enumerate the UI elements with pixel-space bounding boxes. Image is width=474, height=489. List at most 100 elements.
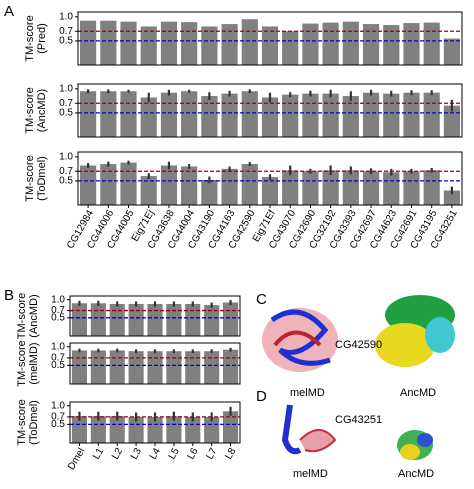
bar xyxy=(160,21,178,65)
bar xyxy=(185,304,201,336)
bar xyxy=(221,168,238,205)
bar xyxy=(223,349,239,384)
y-axis-label: TM-score xyxy=(16,340,28,386)
y-tick-label: 0.7 xyxy=(51,353,65,364)
x-tick-label: L7 xyxy=(204,446,219,462)
bar xyxy=(261,97,279,137)
bar xyxy=(362,24,380,65)
y-tick-label: 1.0 xyxy=(51,400,65,411)
bar xyxy=(140,26,157,66)
bar xyxy=(201,96,218,137)
protein-name: CG42590 xyxy=(335,339,382,351)
bar xyxy=(185,351,201,384)
panel-label: B xyxy=(4,287,14,304)
bar xyxy=(80,165,97,205)
x-tick-label: Dmel xyxy=(66,446,87,472)
bar xyxy=(204,416,220,443)
bar xyxy=(185,416,201,443)
y-tick-label: 0.5 xyxy=(59,108,73,119)
bar xyxy=(241,164,258,205)
bar xyxy=(80,20,97,65)
bar xyxy=(282,31,299,65)
protein-c-mel xyxy=(262,308,338,372)
bar xyxy=(181,91,198,137)
bar xyxy=(383,93,400,137)
bar xyxy=(160,165,178,205)
bar xyxy=(403,92,420,137)
protein-d-anc xyxy=(397,430,433,460)
bar xyxy=(302,23,319,65)
y-tick-label: 0.5 xyxy=(51,419,65,430)
bar xyxy=(100,91,117,137)
y-axis-label: TM-score xyxy=(24,15,36,61)
y-tick-label: 0.7 xyxy=(59,26,73,37)
y-tick-label: 0.5 xyxy=(51,360,65,371)
panel-label: C xyxy=(256,291,267,308)
bar xyxy=(140,176,157,205)
bar xyxy=(90,303,106,336)
bar xyxy=(362,171,380,205)
plot-frame xyxy=(69,342,241,385)
y-tick-label: 0.7 xyxy=(51,412,65,423)
bar xyxy=(109,304,125,336)
y-axis-label: (AncMD) xyxy=(28,294,40,337)
bar xyxy=(128,416,144,443)
bar xyxy=(147,416,163,443)
bar xyxy=(322,170,339,205)
bar xyxy=(147,351,163,384)
bar xyxy=(302,93,319,137)
y-tick-label: 1.0 xyxy=(59,11,73,22)
bar xyxy=(322,93,339,137)
bar xyxy=(71,303,87,336)
bar xyxy=(383,172,400,205)
bar xyxy=(71,416,87,443)
y-axis-label: (ToDmel) xyxy=(28,400,40,445)
bar xyxy=(443,190,460,205)
x-tick-label: L4 xyxy=(148,446,163,462)
y-axis-label: TM-score xyxy=(16,293,28,339)
bar xyxy=(120,21,137,65)
x-tick-label: L5 xyxy=(167,446,182,462)
y-axis-label: (AncMD) xyxy=(36,89,48,132)
panel-label: A xyxy=(4,3,14,20)
y-axis-label: TM-score xyxy=(24,87,36,133)
bar xyxy=(128,304,144,336)
y-axis-label: TM-score xyxy=(24,155,36,201)
plot-frame xyxy=(69,295,241,337)
y-tick-label: 0.7 xyxy=(59,98,73,109)
bar xyxy=(342,21,359,65)
bar xyxy=(423,92,440,137)
y-axis-label: TM-score xyxy=(16,399,28,445)
bar xyxy=(181,166,198,205)
method-label: melMD xyxy=(290,387,325,399)
bar xyxy=(261,26,279,66)
bar xyxy=(403,171,420,205)
y-tick-label: 1.0 xyxy=(59,151,73,162)
bar xyxy=(100,20,117,65)
bar xyxy=(362,92,380,137)
bar xyxy=(147,304,163,336)
bar xyxy=(342,170,359,205)
x-tick-label: L3 xyxy=(129,446,144,462)
y-tick-label: 0.5 xyxy=(59,176,73,187)
bar xyxy=(166,351,182,384)
bar xyxy=(221,93,238,137)
x-tick-label: L6 xyxy=(186,446,201,462)
bar xyxy=(322,22,339,66)
bar xyxy=(80,91,97,137)
protein-d-mel xyxy=(281,404,337,455)
bar xyxy=(261,177,279,205)
y-axis-label: (melMD) xyxy=(28,342,40,384)
protein-name: CG43251 xyxy=(335,414,382,426)
bar xyxy=(282,94,299,137)
bar xyxy=(223,411,239,443)
bar xyxy=(166,304,182,336)
plot-frame xyxy=(77,11,463,66)
bar xyxy=(443,38,460,65)
bar xyxy=(90,350,106,384)
bar xyxy=(282,170,299,205)
y-tick-label: 0.7 xyxy=(51,305,65,316)
bar xyxy=(160,92,178,137)
bar xyxy=(109,416,125,443)
method-label: AncMD xyxy=(400,387,436,399)
